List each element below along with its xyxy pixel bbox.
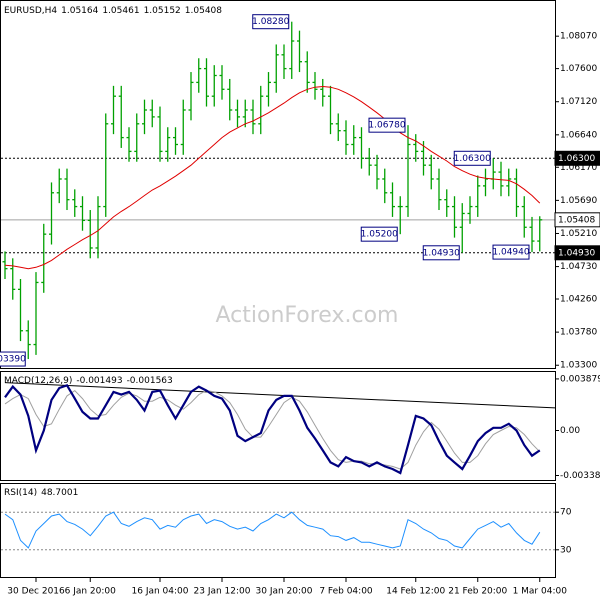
y-tick-label: 1.07120 [560,97,597,107]
level-annotation: 1.03390 [0,351,26,367]
moving-average [4,85,541,270]
level-annotation: 1.04940 [492,244,530,260]
price-tag-label: 1.06300 [558,154,595,164]
x-tick-label: 1 Mar 04:00 [513,587,568,597]
annotation-label: 1.04940 [492,248,529,258]
header-title: MACD(12,26,9) [4,376,72,386]
panel-header: RSI(14) 48.7001 [4,488,78,498]
level-annotation: 1.08280 [252,14,290,30]
header-value: 48.7001 [41,488,78,498]
panel-header: MACD(12,26,9) -0.001493 -0.001563 [4,376,173,386]
x-tick-label: 23 Jan 12:00 [194,587,251,597]
annotation-box [492,244,530,260]
x-tick-label: 6 Jan 20:00 [65,587,117,597]
annotation-box [453,150,491,166]
y-tick-label: 1.05210 [560,229,597,239]
annotation-box [0,351,26,367]
price-tag-label: 1.04930 [558,248,595,258]
annotation-label: 1.08280 [252,17,289,27]
annotation-label: 1.06300 [454,154,491,164]
header-value: -0.001563 [127,376,173,386]
x-tick-label: 14 Feb 12:00 [386,587,445,597]
header-value: 1.05408 [185,6,222,16]
annotation-box [252,14,290,30]
rsi-panel [0,483,556,578]
watermark: ActionForex.com [216,303,399,328]
level-annotation: 1.05200 [360,226,398,242]
price-tag [554,150,600,166]
y-tick-label: 30 [560,545,572,555]
header-value: 1.05461 [102,6,139,16]
y-tick-label: 1.03300 [560,361,597,371]
y-tick-label: 1.08070 [560,32,597,42]
x-tick-label: 21 Feb 20:00 [448,587,507,597]
price-tag-label: 1.05408 [558,215,595,225]
panel-header: EURUSD,H4 1.05164 1.05461 1.05152 1.05408 [4,6,222,16]
indicator-line [4,511,541,549]
x-tick-label: 30 Dec 2016 [7,587,65,597]
y-tick-label: 0.00 [560,426,580,436]
trendline [4,382,556,409]
annotation-box [368,117,406,133]
annotation-box [360,226,398,242]
level-annotation: 1.06300 [453,150,491,166]
y-tick-label: 1.06170 [560,163,597,173]
price-panel [0,0,556,369]
annotation-label: 1.04930 [423,248,460,258]
price-tag [554,245,600,261]
indicator-line [4,389,541,470]
y-tick-label: 0.003879 [560,374,600,384]
header-title: RSI(14) [4,488,37,498]
header-title: EURUSD,H4 [4,6,57,16]
y-tick-label: -0.003387 [560,471,600,481]
y-tick-label: 1.04730 [560,262,597,272]
header-value: 1.05164 [61,6,98,16]
y-tick-label: 1.04260 [560,295,597,305]
x-tick-label: 7 Feb 04:00 [319,587,373,597]
annotation-label: 1.03390 [0,355,26,365]
y-tick-label: 1.07600 [560,64,597,74]
indicator-line [4,383,541,475]
y-tick-label: 1.06640 [560,130,597,140]
x-tick-label: 16 Jan 04:00 [132,587,189,597]
annotation-box [422,245,460,261]
y-tick-label: 70 [560,508,572,518]
y-tick-label: 1.05690 [560,196,597,206]
annotation-label: 1.06780 [368,121,405,131]
price-tag [554,212,600,228]
macd-panel [0,371,556,481]
x-tick-label: 30 Jan 20:00 [256,587,313,597]
y-tick-label: 1.03780 [560,328,597,338]
header-value: -0.001493 [76,376,122,386]
annotation-label: 1.05200 [361,230,398,240]
header-value: 1.05152 [144,6,181,16]
level-annotation: 1.04930 [422,245,460,261]
level-annotation: 1.06780 [368,117,406,133]
